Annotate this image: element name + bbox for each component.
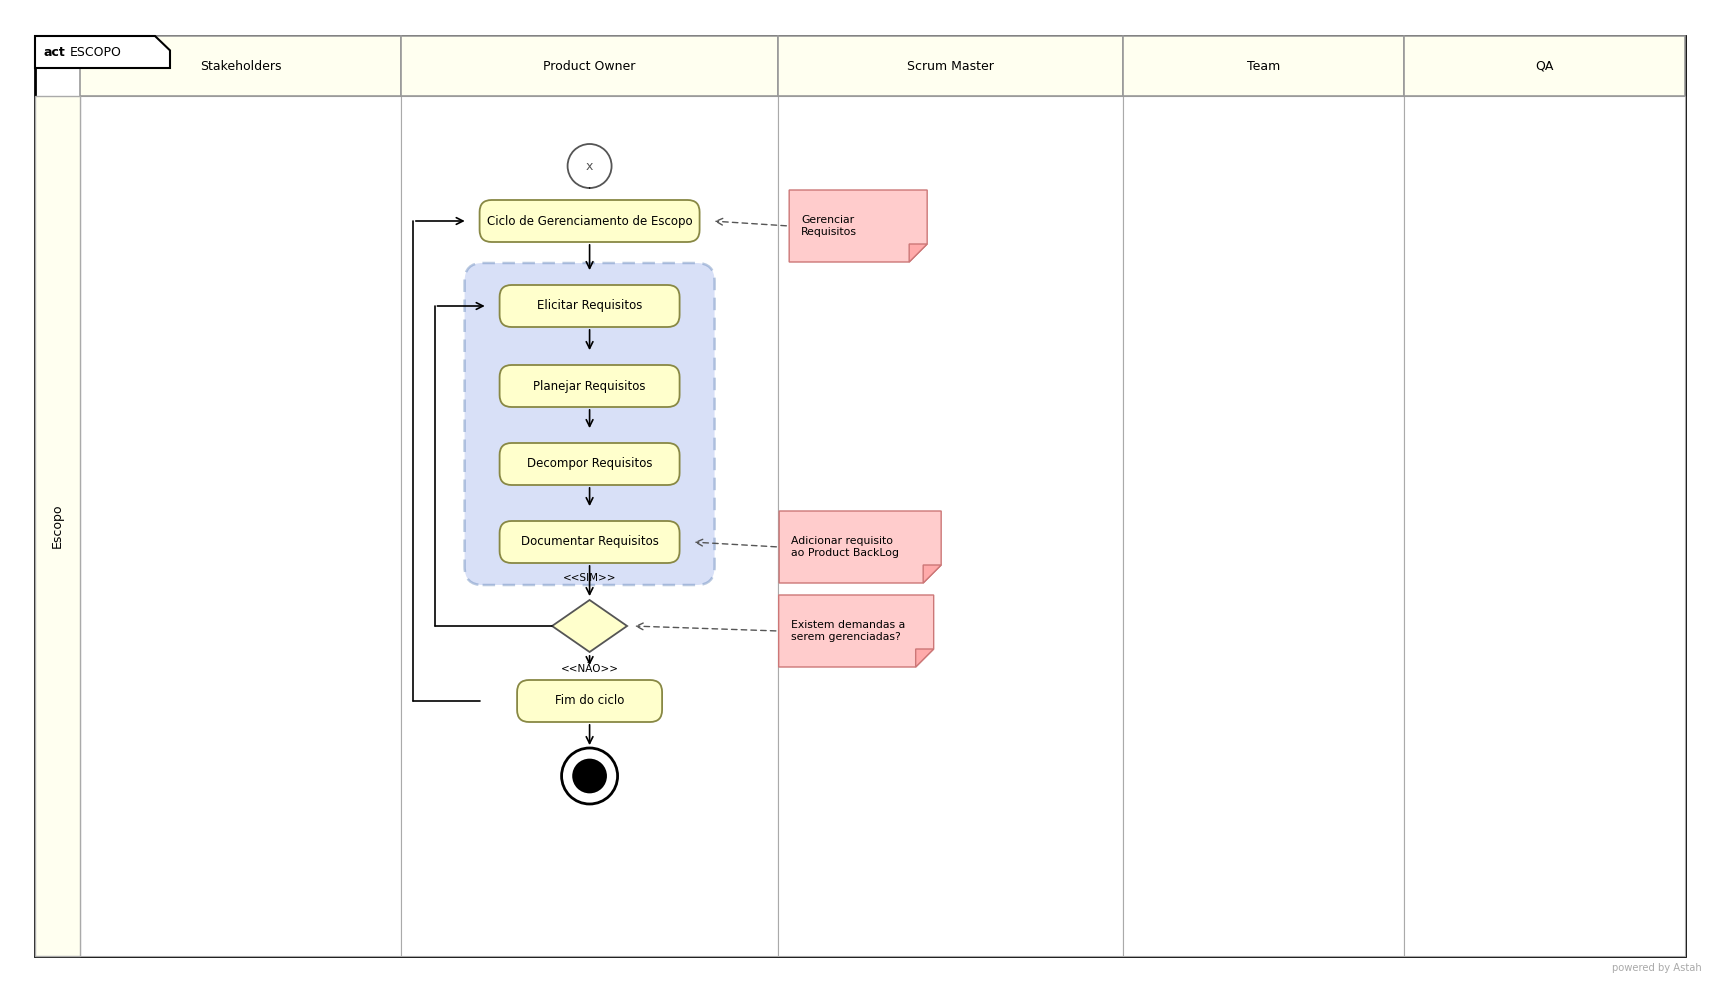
Polygon shape <box>910 244 927 262</box>
Bar <box>1123 36 1405 96</box>
Text: act: act <box>43 45 65 59</box>
Text: Planejar Requisitos: Planejar Requisitos <box>534 380 646 392</box>
Text: Adicionar requisito
ao Product BackLog: Adicionar requisito ao Product BackLog <box>792 537 900 558</box>
Bar <box>81 96 402 956</box>
Bar <box>402 36 778 96</box>
Text: Fim do ciclo: Fim do ciclo <box>555 695 625 707</box>
Text: Product Owner: Product Owner <box>543 60 635 73</box>
Text: Team: Team <box>1247 60 1281 73</box>
Text: ESCOPO: ESCOPO <box>70 45 122 59</box>
Text: Stakeholders: Stakeholders <box>199 60 282 73</box>
FancyBboxPatch shape <box>500 365 680 407</box>
FancyBboxPatch shape <box>500 443 680 485</box>
FancyBboxPatch shape <box>465 263 714 585</box>
Text: powered by Astah: powered by Astah <box>1612 963 1702 973</box>
Polygon shape <box>915 649 934 667</box>
Text: Existem demandas a
serem gerenciadas?: Existem demandas a serem gerenciadas? <box>790 620 905 642</box>
Circle shape <box>561 748 618 804</box>
Bar <box>81 36 402 96</box>
Bar <box>1123 96 1405 956</box>
Text: Documentar Requisitos: Documentar Requisitos <box>520 536 659 548</box>
Text: QA: QA <box>1535 60 1554 73</box>
Text: x: x <box>585 160 594 173</box>
Polygon shape <box>780 511 941 583</box>
Text: Decompor Requisitos: Decompor Requisitos <box>527 457 652 471</box>
Circle shape <box>568 144 611 188</box>
Polygon shape <box>780 595 934 667</box>
Text: Ciclo de Gerenciamento de Escopo: Ciclo de Gerenciamento de Escopo <box>488 215 692 228</box>
Text: Elicitar Requisitos: Elicitar Requisitos <box>537 299 642 313</box>
Bar <box>778 96 1123 956</box>
Bar <box>402 96 778 956</box>
FancyBboxPatch shape <box>479 200 699 242</box>
Text: Scrum Master: Scrum Master <box>907 60 994 73</box>
Bar <box>1405 36 1684 96</box>
Bar <box>1405 96 1684 956</box>
Bar <box>778 36 1123 96</box>
FancyBboxPatch shape <box>500 285 680 327</box>
Circle shape <box>572 758 606 794</box>
Text: <<SIM>>: <<SIM>> <box>563 573 616 583</box>
FancyBboxPatch shape <box>500 521 680 563</box>
Polygon shape <box>790 190 927 262</box>
Text: Gerenciar
Requisitos: Gerenciar Requisitos <box>802 215 857 236</box>
Text: <<NÃO>>: <<NÃO>> <box>560 664 618 674</box>
Polygon shape <box>34 36 170 68</box>
Text: Escopo: Escopo <box>52 504 64 548</box>
Polygon shape <box>553 600 627 652</box>
Bar <box>34 96 81 956</box>
Polygon shape <box>924 565 941 583</box>
FancyBboxPatch shape <box>517 680 663 722</box>
